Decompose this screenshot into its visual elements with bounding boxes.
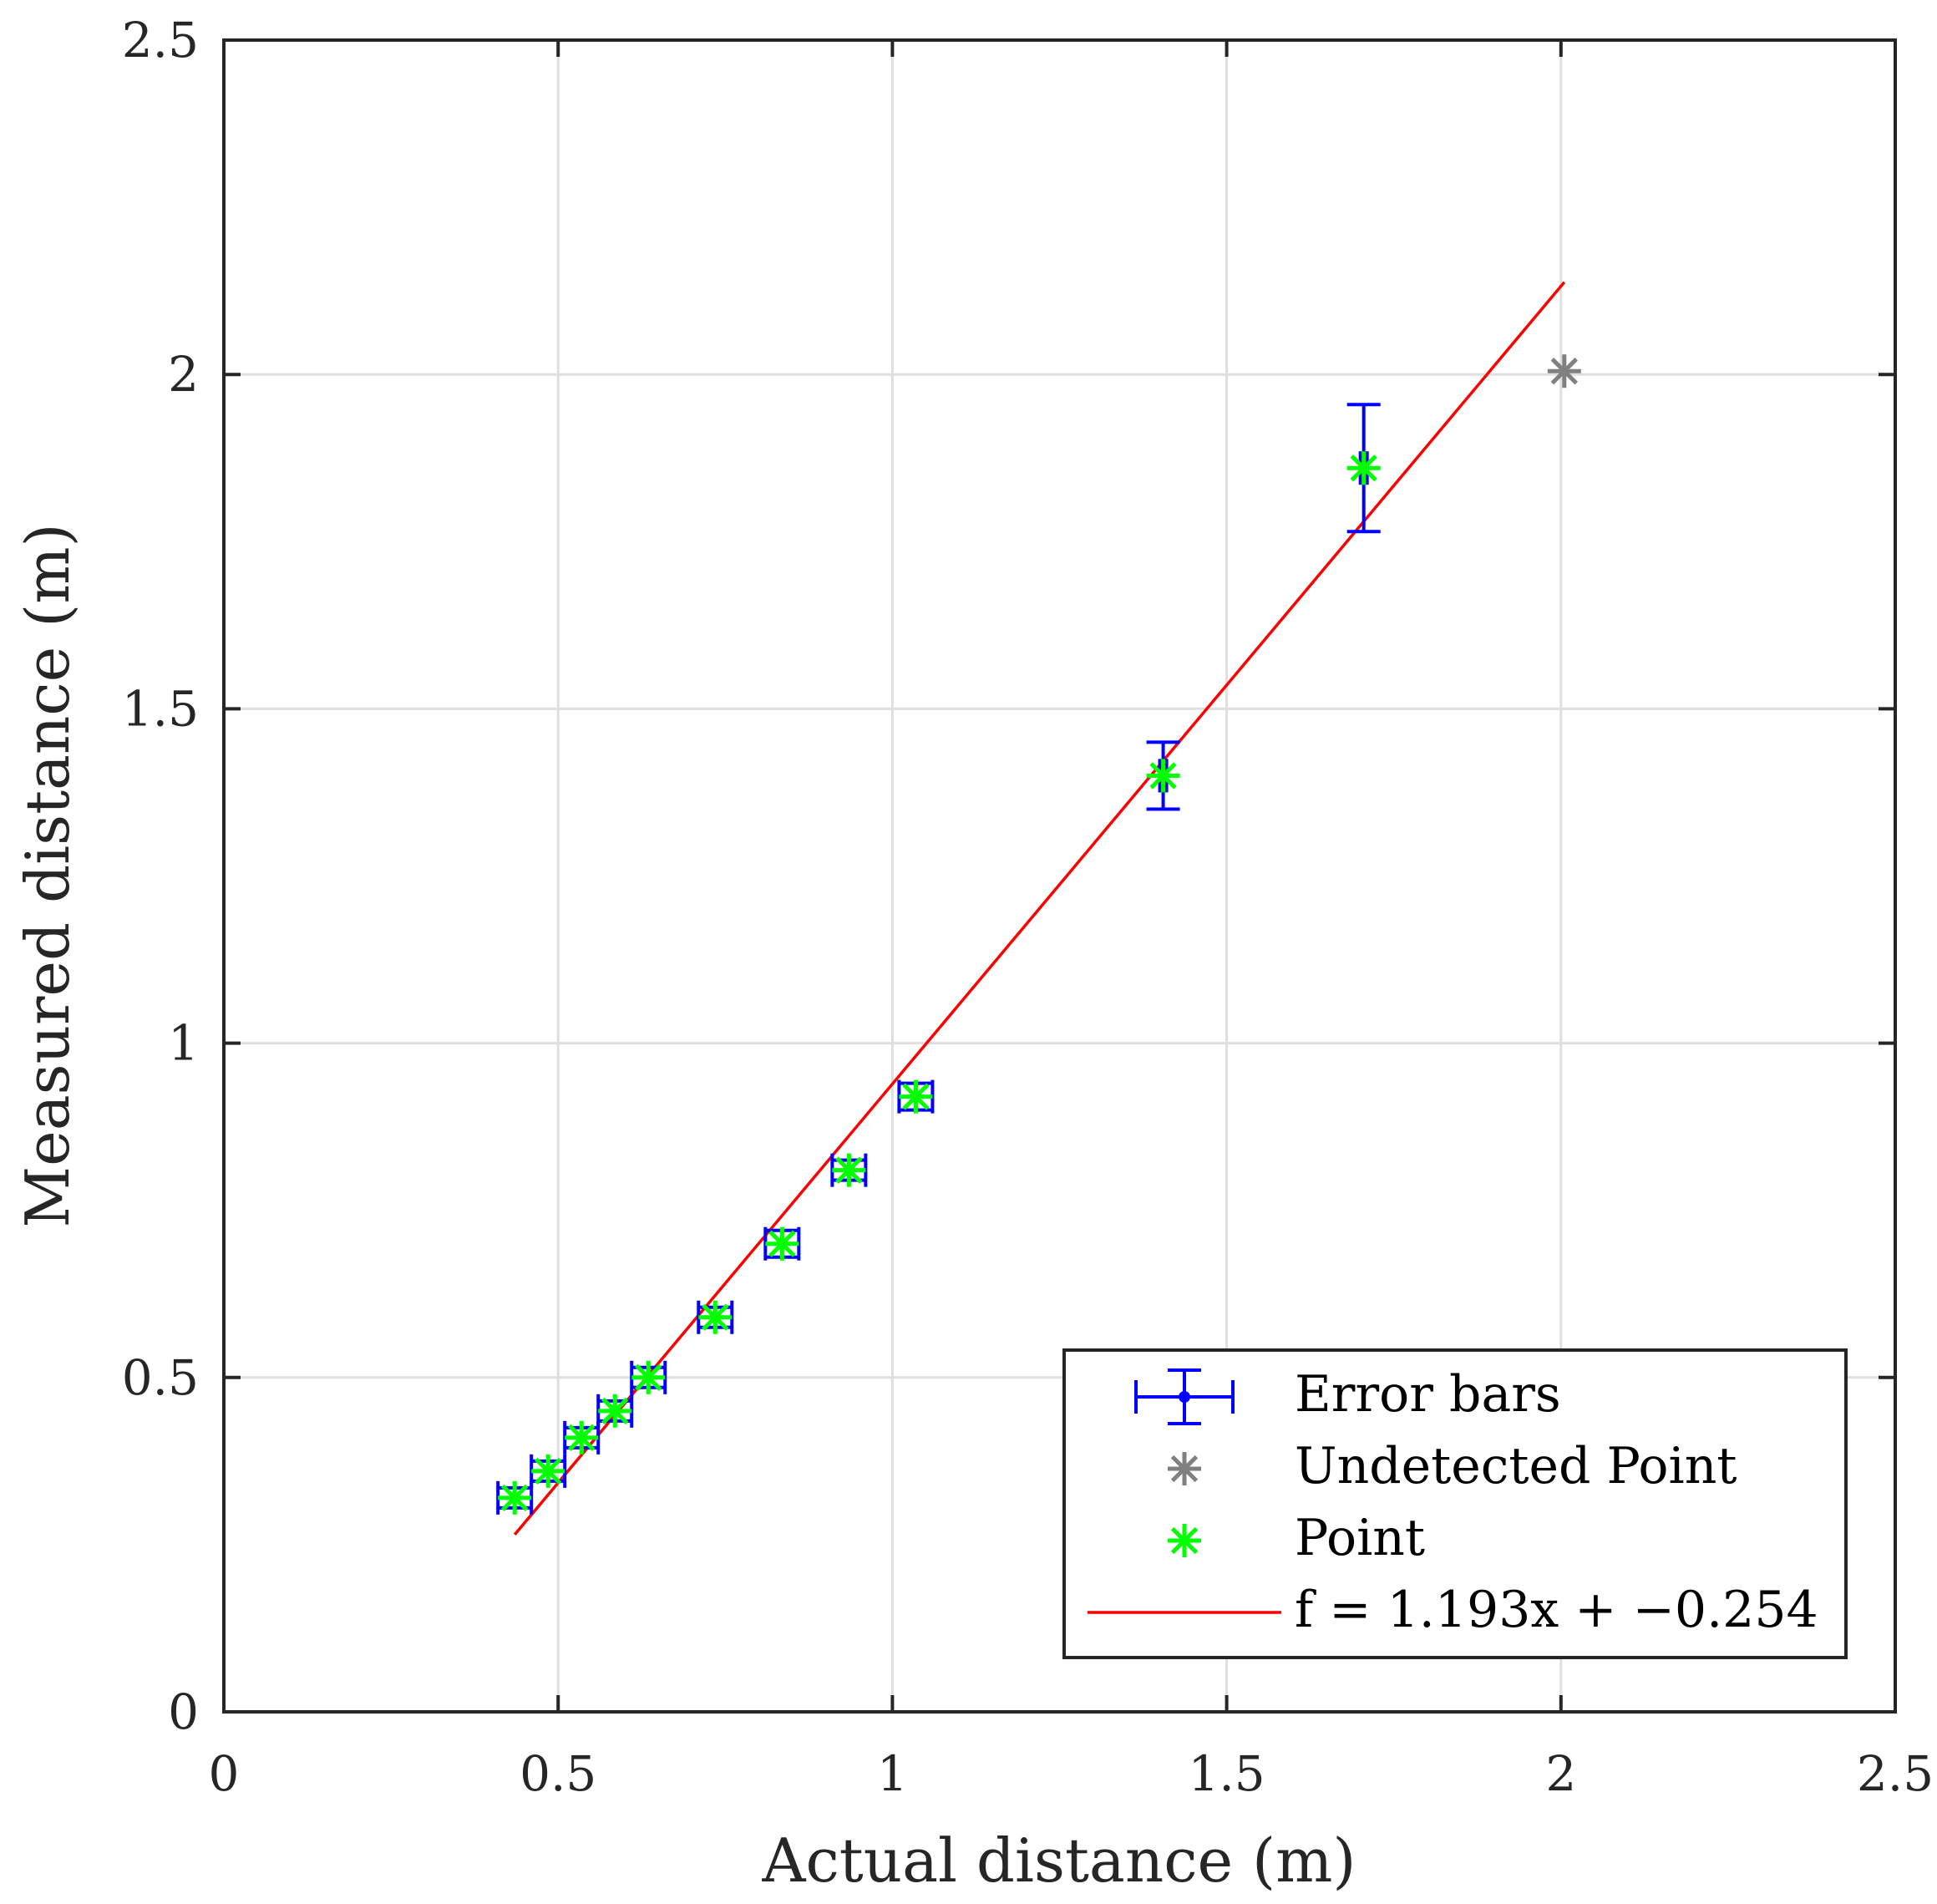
undetected-point-marker <box>1547 354 1581 388</box>
y-tick-label: 1.5 <box>122 680 199 737</box>
star-stroke <box>835 1156 863 1184</box>
legend: Error bars Undetected Point Point f = 1.… <box>1062 1348 1848 1659</box>
point-marker <box>565 1420 599 1455</box>
legend-label-point: Point <box>1295 1509 1425 1567</box>
point-marker <box>1346 451 1381 485</box>
legend-label-undetected-point: Undetected Point <box>1295 1437 1737 1495</box>
point-marker <box>765 1226 799 1261</box>
star-stroke <box>902 1083 930 1110</box>
grid <box>224 40 1895 1712</box>
legend-undetected-sample <box>1168 1452 1201 1485</box>
x-tick-label: 1 <box>877 1745 908 1802</box>
star-stroke <box>1170 1455 1199 1483</box>
star-stroke <box>702 1303 729 1331</box>
x-tick-label: 0 <box>209 1745 240 1802</box>
star-stroke <box>768 1230 796 1257</box>
legend-point-marker <box>1168 1524 1201 1557</box>
y-tick-label: 2.5 <box>122 12 199 69</box>
y-tick-label: 0.5 <box>122 1349 199 1406</box>
star-stroke <box>568 1424 596 1452</box>
legend-label-error-bars: Error bars <box>1295 1365 1561 1424</box>
y-axis-title: Measured distance (m) <box>13 523 83 1227</box>
legend-box <box>1062 1348 1848 1659</box>
x-tick-label: 2 <box>1545 1745 1576 1802</box>
y-tick-label: 2 <box>168 346 199 403</box>
star-stroke <box>1550 358 1578 385</box>
point-marker <box>832 1153 866 1187</box>
point-marker <box>631 1360 666 1394</box>
fit-line <box>513 281 1566 1536</box>
axis-ticks <box>222 38 1897 1714</box>
x-tick-label: 2.5 <box>1857 1745 1934 1802</box>
legend-errorbar-dot <box>1179 1391 1190 1403</box>
point-marker <box>531 1454 565 1488</box>
legend-point-sample <box>1168 1524 1201 1557</box>
star-stroke <box>1170 1526 1199 1555</box>
fit-line-group <box>513 281 1566 1536</box>
y-tick-label: 1 <box>168 1015 199 1072</box>
star-stroke <box>601 1397 629 1424</box>
point-marker <box>899 1079 933 1114</box>
x-tick-label: 1.5 <box>1188 1745 1265 1802</box>
star-stroke <box>1350 454 1377 482</box>
point-marker <box>698 1300 733 1334</box>
legend-undetected-marker <box>1168 1452 1201 1485</box>
x-tick-label: 0.5 <box>520 1745 596 1802</box>
markers <box>498 354 1581 1515</box>
tick-labels: 0 0.5 1 1.5 2 2.5 0 0.5 1 1.5 2 2.5 <box>122 12 1934 1802</box>
star-stroke <box>635 1363 662 1391</box>
legend-errorbar-sample <box>1134 1368 1235 1425</box>
point-marker <box>598 1394 632 1428</box>
legend-label-fit: f = 1.193x + −0.254 <box>1295 1581 1818 1639</box>
star-stroke <box>501 1484 529 1512</box>
y-tick-label: 0 <box>168 1683 199 1740</box>
point-marker <box>1146 759 1180 793</box>
star-stroke <box>1149 762 1177 790</box>
x-axis-title: Actual distance (m) <box>761 1825 1356 1896</box>
star-stroke <box>535 1457 562 1485</box>
point-marker <box>498 1480 532 1515</box>
plot-frame <box>222 38 1897 1714</box>
